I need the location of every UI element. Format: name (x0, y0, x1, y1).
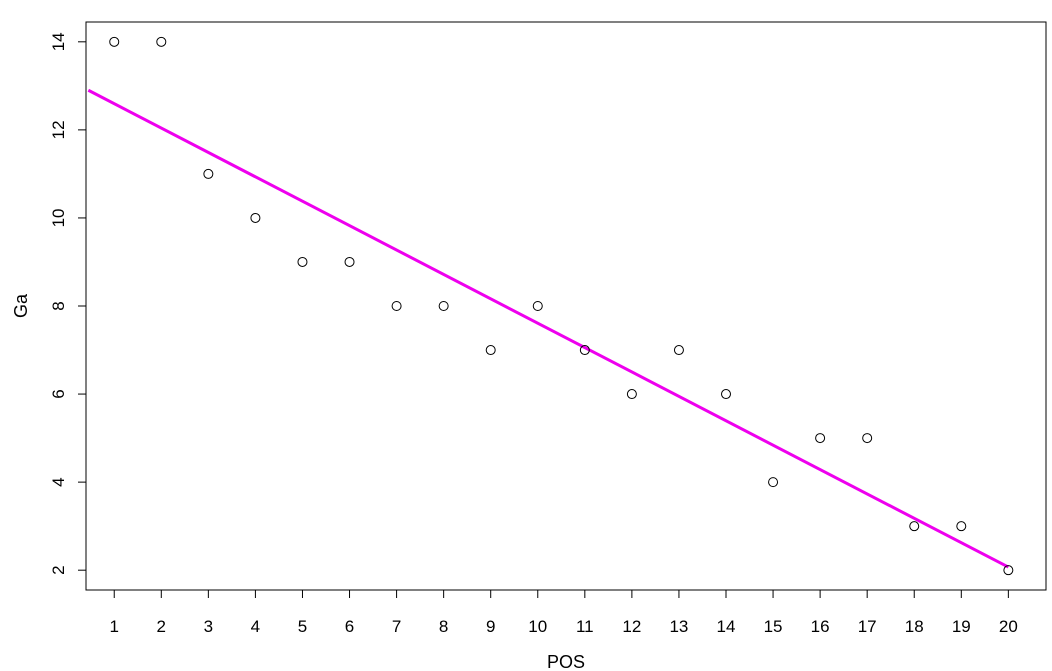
x-tick-label: 15 (764, 617, 783, 636)
x-tick-label: 8 (439, 617, 448, 636)
data-point (956, 521, 967, 532)
x-tick-label: 5 (298, 617, 307, 636)
x-tick-label: 1 (110, 617, 119, 636)
data-point (297, 256, 308, 267)
y-axis-title: Ga (11, 293, 31, 318)
data-point (391, 301, 402, 311)
data-point (862, 433, 873, 444)
x-tick-label: 17 (858, 617, 877, 636)
y-tick-label: 12 (49, 120, 68, 139)
x-tick-label: 7 (392, 617, 401, 636)
x-tick-label: 3 (204, 617, 213, 636)
y-tick-label: 4 (49, 477, 68, 486)
y-tick-label: 8 (49, 301, 68, 310)
data-point (768, 477, 779, 488)
y-axis: 2 4 6 8 10 12 14 (49, 32, 86, 575)
x-tick-label: 2 (157, 617, 166, 636)
data-point (485, 345, 496, 356)
x-axis-title: POS (547, 652, 585, 671)
data-points (109, 36, 1014, 576)
plot-frame (85, 21, 1047, 591)
x-tick-label: 13 (669, 617, 688, 636)
data-point (673, 345, 684, 356)
y-tick-label: 6 (49, 389, 68, 398)
y-tick-label: 10 (49, 208, 68, 227)
x-axis: 1 2 3 4 5 6 7 8 9 10 11 12 13 14 15 16 17 18 19 20 (110, 590, 1018, 636)
data-point (344, 256, 355, 267)
x-tick-label: 14 (717, 617, 736, 636)
data-point (721, 389, 731, 400)
data-point (109, 36, 120, 47)
data-point (532, 301, 543, 311)
x-tick-label: 6 (345, 617, 354, 636)
data-point (250, 212, 261, 223)
x-tick-label: 20 (999, 617, 1018, 636)
regression-line (87, 88, 1010, 569)
x-tick-label: 9 (486, 617, 495, 636)
x-tick-label: 4 (251, 617, 260, 636)
data-point (579, 345, 590, 356)
data-point (1003, 565, 1014, 576)
x-tick-label: 19 (952, 617, 971, 636)
regression-line-group (87, 88, 1010, 569)
data-point (203, 168, 214, 179)
y-tick-label: 14 (49, 32, 68, 51)
x-tick-label: 18 (905, 617, 924, 636)
x-tick-label: 10 (528, 617, 547, 636)
data-point (909, 521, 920, 532)
data-point (156, 36, 167, 47)
x-tick-label: 11 (576, 617, 594, 636)
data-point (438, 301, 449, 311)
x-tick-label: 16 (811, 617, 830, 636)
data-point (815, 433, 826, 444)
y-tick-label: 2 (49, 565, 68, 574)
x-tick-label: 12 (622, 617, 641, 636)
data-point (626, 389, 637, 400)
